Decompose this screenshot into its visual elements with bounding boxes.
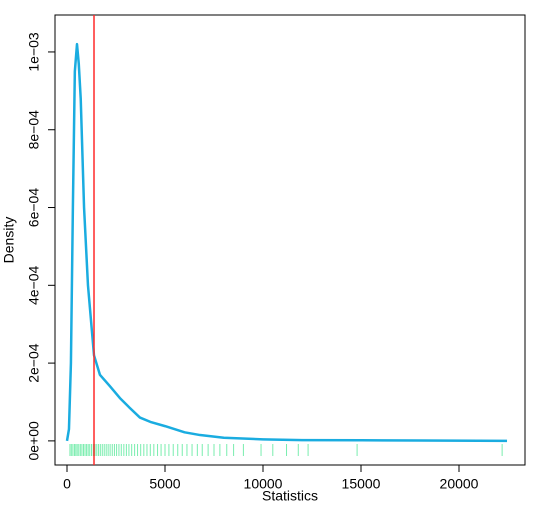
density-curve xyxy=(65,42,508,443)
x-tick-label: 20000 xyxy=(440,476,479,492)
x-tick-label: 10000 xyxy=(244,476,283,492)
y-tick-label: 6e−04 xyxy=(26,188,42,228)
y-axis-label: Density xyxy=(1,217,17,264)
y-tick-label: 0e+00 xyxy=(26,421,42,461)
y-tick-label: 4e−04 xyxy=(26,265,42,305)
x-axis-label: Statistics xyxy=(262,488,318,504)
x-tick-label: 5000 xyxy=(149,476,180,492)
x-tick-label: 0 xyxy=(63,476,71,492)
y-tick-label: 1e−03 xyxy=(26,32,42,72)
y-tick-label: 2e−04 xyxy=(26,343,42,383)
x-tick-label: 15000 xyxy=(342,476,381,492)
y-tick-label: 8e−04 xyxy=(26,110,42,150)
plot-box xyxy=(54,14,526,466)
